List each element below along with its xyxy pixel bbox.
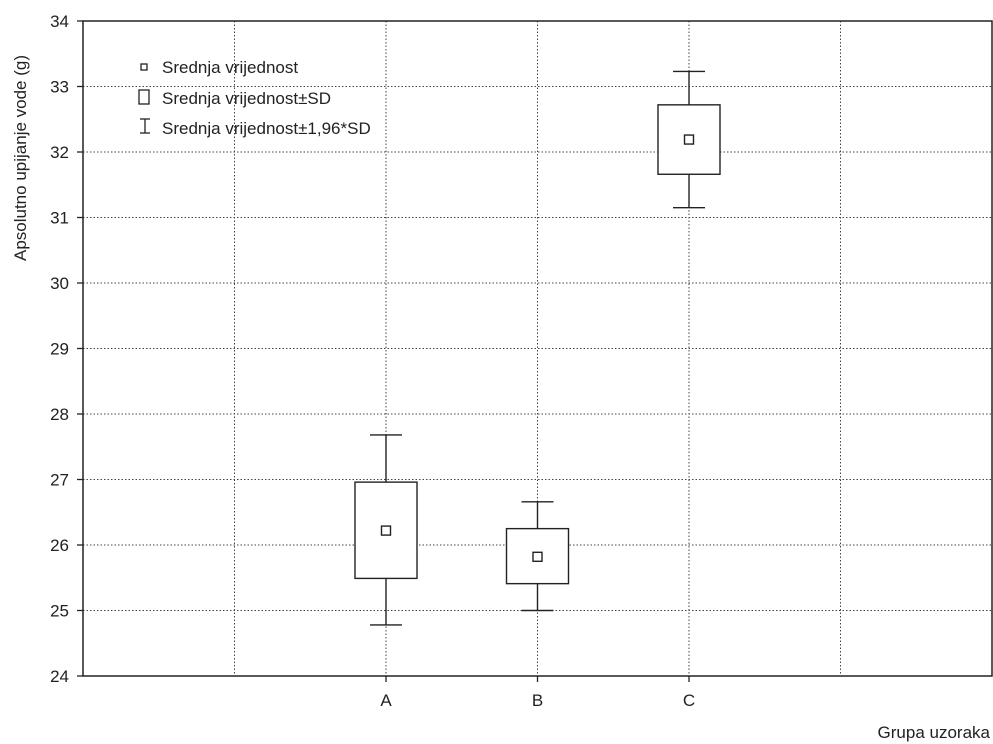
- legend-mean-marker: [140, 63, 148, 71]
- x-axis-ticks: A B C: [380, 676, 695, 710]
- y-tick-label: 25: [50, 602, 69, 621]
- x-tick-label: C: [683, 691, 695, 710]
- x-tick-label: B: [532, 691, 543, 710]
- box-series: [354, 70, 721, 626]
- grid-lines: [83, 21, 992, 676]
- box-B: [505, 501, 570, 612]
- legend-sd-label: Srednja vrijednost±SD: [162, 89, 331, 108]
- legend-sd-marker: [138, 89, 150, 105]
- mean-marker: [532, 551, 543, 562]
- y-tick-label: 28: [50, 405, 69, 424]
- y-axis-ticks: 24 25 26 27 28 29 30 31 32 33 34: [50, 12, 83, 686]
- legend: Srednja vrijednost Srednja vrijednost±SD…: [138, 58, 371, 138]
- y-tick-label: 24: [50, 667, 69, 686]
- y-tick-label: 34: [50, 12, 69, 31]
- legend-ci-marker: [140, 118, 150, 134]
- box-A: [354, 434, 418, 626]
- y-tick-label: 27: [50, 471, 69, 490]
- box-C: [657, 70, 721, 209]
- sd-box: [505, 527, 570, 585]
- y-tick-label: 31: [50, 209, 69, 228]
- x-axis-title: Grupa uzoraka: [878, 723, 991, 742]
- y-tick-label: 32: [50, 143, 69, 162]
- legend-ci-label: Srednja vrijednost±1,96*SD: [162, 119, 371, 138]
- mean-marker: [380, 525, 392, 536]
- y-tick-label: 33: [50, 78, 69, 97]
- mean-marker: [683, 134, 695, 145]
- legend-mean-label: Srednja vrijednost: [162, 58, 298, 77]
- y-axis-title: Apsolutno upijanje vode (g): [11, 55, 30, 261]
- y-tick-label: 26: [50, 536, 69, 555]
- y-tick-label: 29: [50, 340, 69, 359]
- x-tick-label: A: [380, 691, 392, 710]
- y-tick-label: 30: [50, 274, 69, 293]
